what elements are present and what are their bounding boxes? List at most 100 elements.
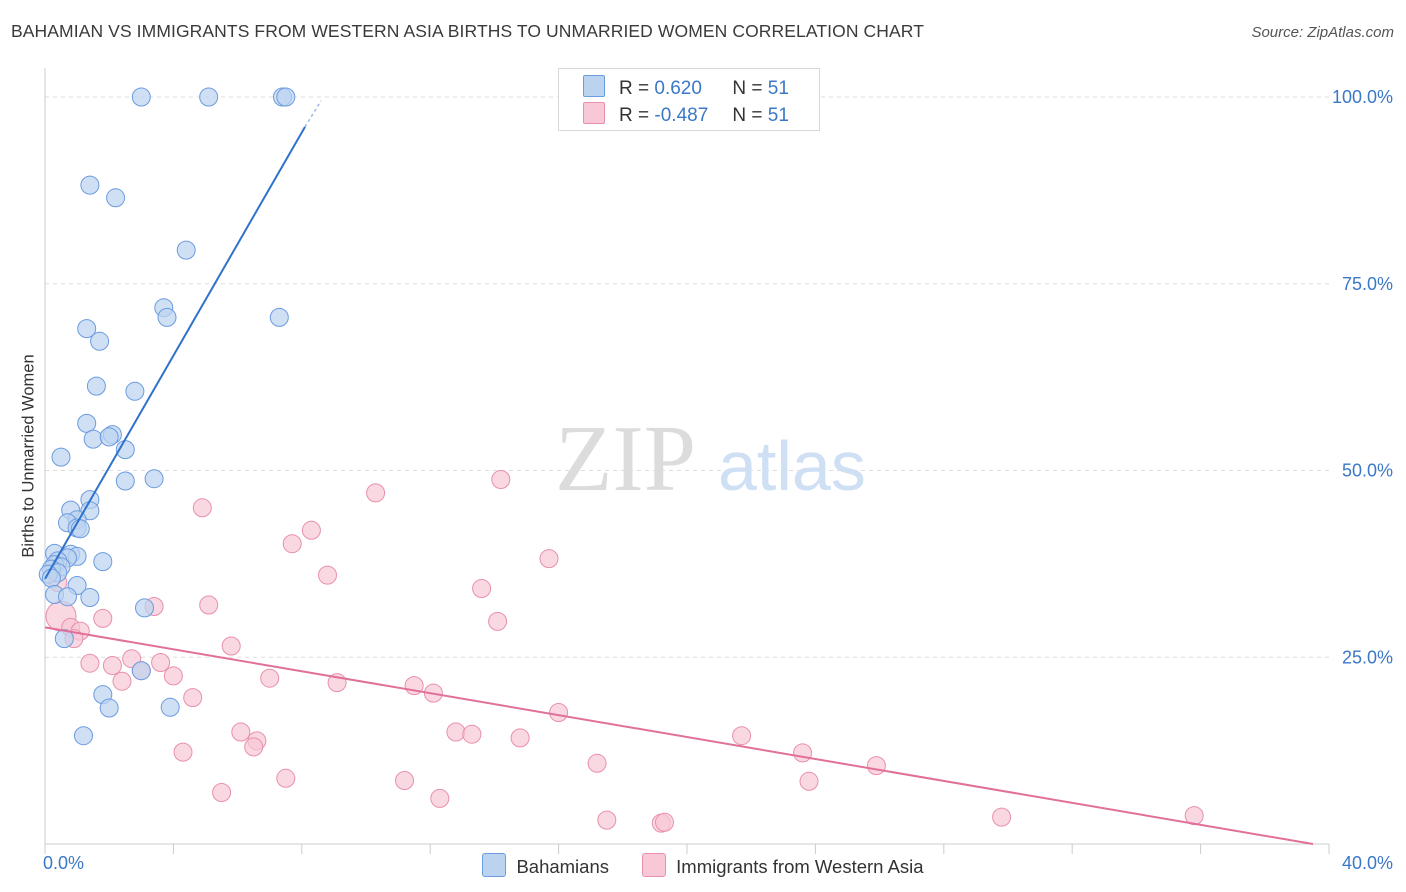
data-point <box>472 579 492 598</box>
data-point <box>157 307 177 327</box>
legend-swatch-pink <box>583 102 605 124</box>
legend-label: Immigrants from Western Asia <box>676 856 924 877</box>
data-point <box>131 87 151 107</box>
data-point <box>163 666 183 686</box>
data-point <box>301 520 321 540</box>
y-tick-label: 75.0% <box>1342 274 1393 294</box>
y-tick-label: 50.0% <box>1342 461 1393 481</box>
data-point <box>992 807 1012 827</box>
data-point <box>93 608 113 628</box>
data-point <box>212 783 232 802</box>
data-point <box>269 307 289 327</box>
legend-swatch-blue <box>482 853 507 877</box>
trend-line-western-asia <box>44 626 1314 845</box>
x-tick-max: 40.0% <box>1341 853 1393 873</box>
legend-row-western-asia: R = -0.487 N = 51 <box>583 102 789 126</box>
watermark-atlas: atlas <box>718 427 866 505</box>
data-point <box>231 722 251 742</box>
data-point <box>366 483 386 503</box>
watermark-zip: ZIP <box>555 407 696 511</box>
y-tick-labels: 25.0% 50.0% 75.0% 100.0% <box>1332 87 1393 667</box>
data-point <box>395 771 414 790</box>
data-point <box>199 87 219 107</box>
data-point <box>488 611 508 631</box>
y-tick-label: 100.0% <box>1332 87 1393 107</box>
data-point <box>54 629 74 649</box>
axes <box>44 68 1330 854</box>
legend-n-label: N = <box>732 105 763 126</box>
trend-lines <box>44 100 1314 845</box>
data-point <box>86 376 106 396</box>
data-point <box>151 653 171 672</box>
data-point <box>176 240 196 260</box>
data-point <box>125 381 145 401</box>
data-point <box>77 319 97 339</box>
legend-n-value: 51 <box>767 78 789 99</box>
data-point <box>510 728 530 748</box>
data-point <box>866 756 886 776</box>
data-point <box>80 588 100 607</box>
x-tick-min: 0.0% <box>43 853 85 873</box>
data-point <box>732 726 752 746</box>
data-point <box>135 598 154 618</box>
chart-title: BAHAMIAN VS IMMIGRANTS FROM WESTERN ASIA… <box>11 21 924 41</box>
legend-item-western-asia: Immigrants from Western Asia <box>642 853 924 878</box>
legend-r-label: R = <box>619 105 650 126</box>
trend-line-bahamians <box>44 126 306 580</box>
data-point <box>160 697 180 717</box>
data-point <box>183 688 203 708</box>
data-point <box>430 788 450 808</box>
data-point <box>244 737 264 757</box>
legend-n-value: 51 <box>767 105 789 126</box>
data-point <box>80 653 100 673</box>
data-point <box>58 587 77 607</box>
data-point <box>99 698 119 718</box>
legend-item-bahamians: Bahamians <box>482 853 609 878</box>
data-point <box>539 549 559 569</box>
series-legend: Bahamians Immigrants from Western Asia <box>0 853 1406 878</box>
data-point <box>276 768 296 788</box>
trend-line-bahamians-extension <box>304 100 322 128</box>
legend-row-bahamians: R = 0.620 N = 51 <box>583 75 789 99</box>
data-point <box>90 331 110 351</box>
legend-swatch-blue <box>583 75 605 97</box>
data-point <box>93 552 113 572</box>
data-point <box>106 188 126 208</box>
legend-label: Bahamians <box>516 856 609 877</box>
data-point <box>173 742 193 762</box>
data-point <box>83 429 103 449</box>
data-point <box>491 470 511 489</box>
data-point <box>221 636 241 656</box>
legend-swatch-pink <box>642 853 667 877</box>
data-point <box>793 743 813 763</box>
data-point <box>131 661 151 681</box>
data-point <box>51 447 71 467</box>
correlation-legend: R = 0.620 N = 51 R = -0.487 N = 51 <box>558 68 820 131</box>
watermark: ZIP atlas <box>555 407 866 511</box>
legend-r-value: -0.487 <box>654 105 709 126</box>
data-point <box>115 471 135 491</box>
legend-n-label: N = <box>732 78 763 99</box>
data-point <box>462 724 482 744</box>
data-point <box>799 771 819 791</box>
data-point <box>74 726 93 746</box>
data-point <box>112 671 132 691</box>
data-point <box>99 427 119 447</box>
data-point <box>655 812 674 832</box>
data-point <box>587 753 607 773</box>
y-tick-label: 25.0% <box>1342 647 1393 667</box>
legend-r-value: 0.620 <box>654 78 702 99</box>
gridlines <box>45 96 1329 658</box>
data-point <box>597 810 617 830</box>
data-point <box>260 668 280 688</box>
data-point <box>102 656 122 675</box>
data-point <box>276 87 296 107</box>
pink-points <box>45 470 1204 833</box>
data-point <box>80 175 100 195</box>
legend-r-label: R = <box>619 78 650 99</box>
data-point <box>282 534 302 554</box>
source-label: Source: ZipAtlas.com <box>1251 24 1394 41</box>
data-point <box>318 565 337 585</box>
blue-points <box>38 87 296 746</box>
